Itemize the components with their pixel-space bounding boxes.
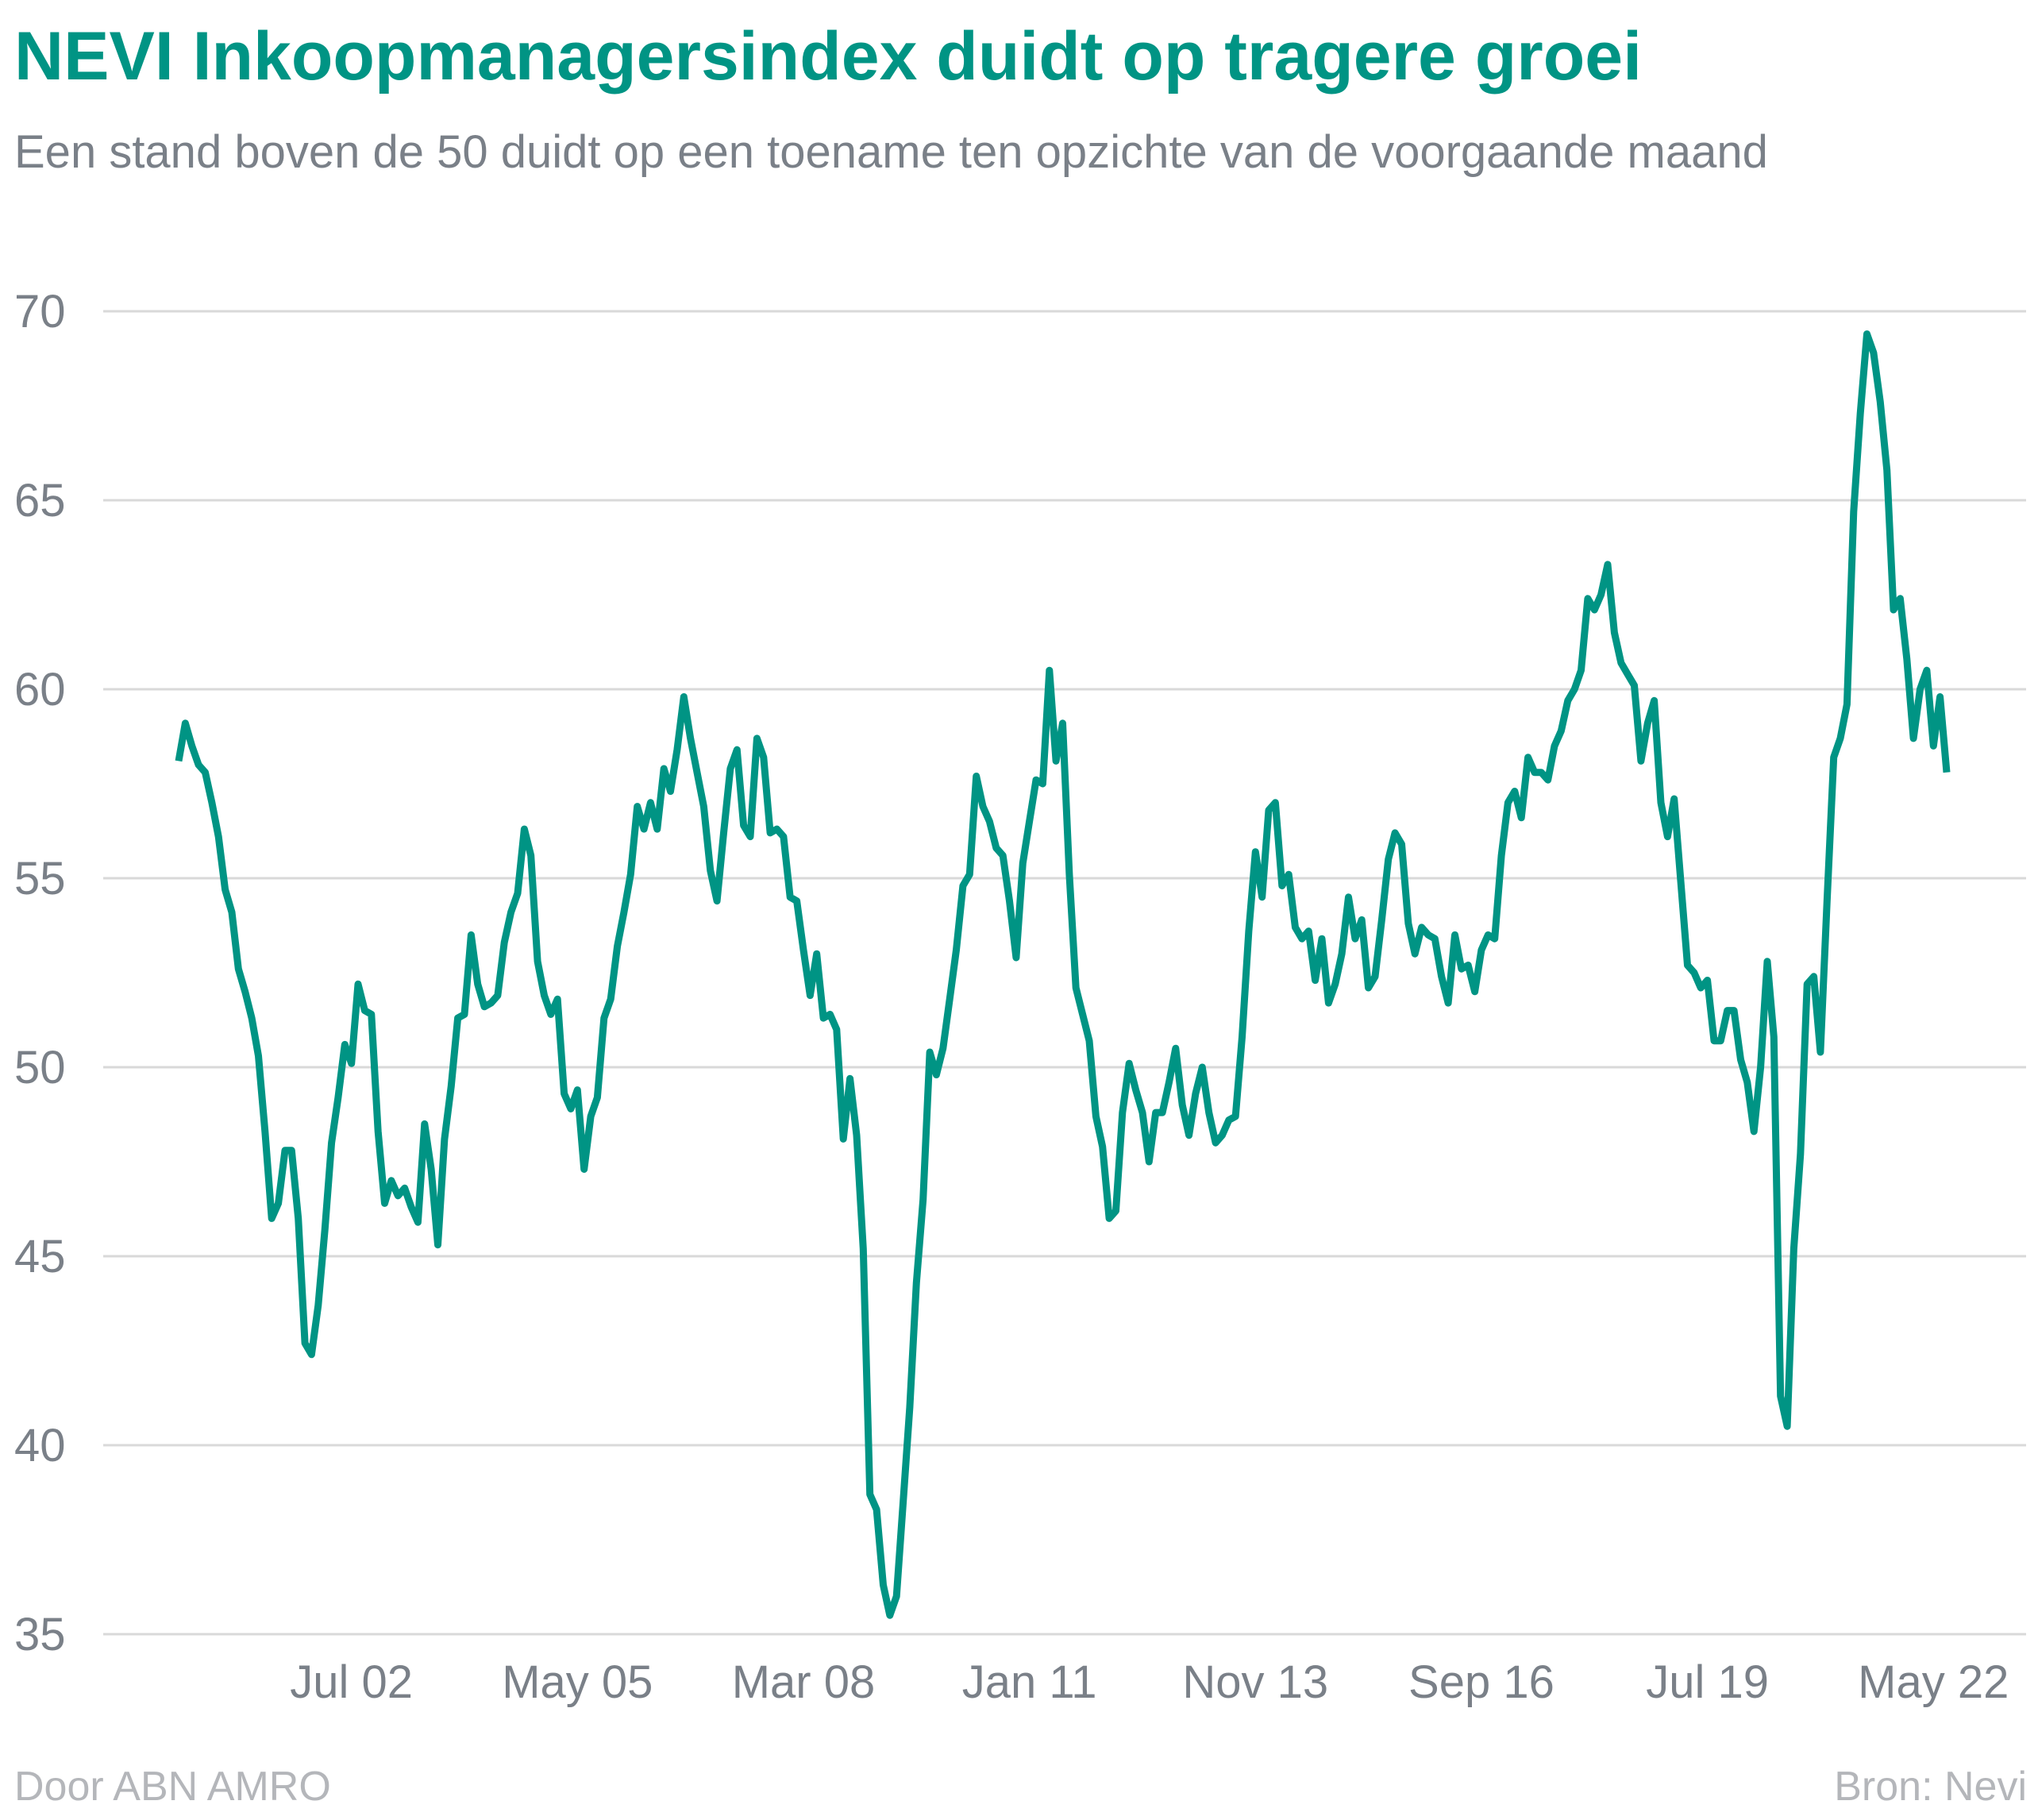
x-tick-label: Nov 13	[1182, 1656, 1328, 1708]
y-axis-tick-labels: 35 40 45 50 55 60 65 70	[14, 286, 66, 1660]
x-tick-label: May 22	[1858, 1656, 2009, 1708]
y-tick-label: 60	[14, 664, 66, 715]
y-tick-label: 45	[14, 1231, 66, 1282]
y-tick-label: 35	[14, 1609, 66, 1660]
x-tick-label: Jul 02	[290, 1656, 413, 1708]
y-tick-label: 50	[14, 1042, 66, 1093]
y-tick-label: 70	[14, 286, 66, 337]
footer-credit: Door ABN AMRO	[14, 1764, 331, 1810]
x-tick-label: Jul 19	[1646, 1656, 1769, 1708]
chart-subtitle: Een stand boven de 50 duidt op een toena…	[14, 126, 1768, 178]
y-tick-label: 40	[14, 1420, 66, 1471]
y-tick-label: 65	[14, 475, 66, 526]
y-tick-label: 55	[14, 853, 66, 904]
series-group	[175, 330, 1951, 1619]
x-tick-label: May 05	[502, 1656, 653, 1708]
gridlines	[103, 310, 2026, 1636]
x-tick-label: Jan 11	[962, 1656, 1097, 1708]
footer-source: Bron: Nevi	[1834, 1764, 2027, 1810]
chart-title: NEVI Inkoopmanagersindex duidt op trager…	[14, 18, 1643, 94]
x-tick-label: Mar 08	[732, 1656, 876, 1708]
x-tick-label: Sep 16	[1408, 1656, 1555, 1708]
series-line-0	[175, 330, 1951, 1619]
x-axis-tick-labels: Jul 02 May 05 Mar 08 Jan 11 Nov 13 Sep 16 Jul …	[290, 1656, 2009, 1708]
